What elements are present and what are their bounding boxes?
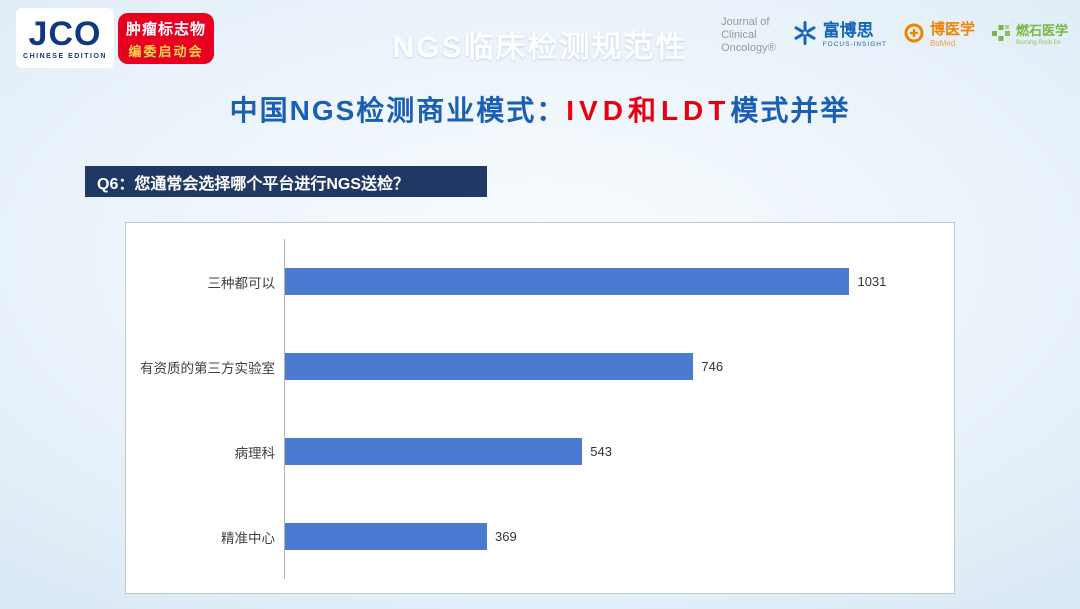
subtitle-suffix: 模式并举	[730, 95, 851, 126]
chart-row: 精准中心 369	[126, 494, 942, 579]
subtitle-prefix: 中国NGS检测商业模式：	[229, 95, 567, 126]
event-badge: 肿瘤标志物 编委启动会	[118, 13, 214, 64]
chart-bar	[285, 523, 488, 550]
jco-logo: JCO CHINESE EDITION	[16, 8, 114, 68]
bar-value-label: 543	[590, 444, 612, 459]
question-banner: Q6： 您通常会选择哪个平台进行NGS送检？	[85, 166, 487, 197]
chart-bar	[285, 268, 850, 295]
jco-logo-subtext: CHINESE EDITION	[23, 52, 107, 60]
bar-value-label: 746	[701, 359, 724, 374]
chart-bar	[285, 438, 583, 465]
jco-journal-logo: Journal of Clinical Oncology®	[721, 16, 776, 55]
chart-row: 病理科 543	[126, 409, 942, 494]
burning-rock-name: 燃石医学	[1015, 23, 1068, 39]
focus-insight-name: 富博思	[822, 21, 874, 41]
burning-rock-logo: 燃石医学 Burning Rock Dx	[991, 23, 1068, 48]
bar-value-label: 1031	[857, 274, 887, 289]
chart-row: 有资质的第三方实验室 746	[126, 324, 942, 409]
survey-bar-chart: 三种都可以 1031 有资质的第三方实验室 746 病理科 543	[125, 222, 955, 594]
category-label: 三种都可以	[207, 275, 276, 291]
page-title: NGS临床检测规范性	[392, 31, 688, 64]
journal-line1: Journal of	[721, 16, 770, 28]
focus-insight-tagline: FOCUS-INSIGHT	[822, 40, 887, 48]
category-label: 精准中心	[221, 530, 275, 546]
jco-logo-text: JCO	[28, 14, 102, 53]
bomed-logo: 博医学 BoMed	[903, 22, 975, 49]
plot-area: 1031	[284, 239, 942, 324]
chart-bar	[285, 353, 694, 380]
subtitle-highlight: IVD和LDT	[566, 95, 731, 126]
event-badge-line2: 编委启动会	[128, 43, 204, 59]
journal-line2: Clinical	[721, 28, 757, 41]
bar-value-label: 369	[495, 529, 517, 544]
chart-rows: 三种都可以 1031 有资质的第三方实验室 746 病理科 543	[126, 239, 942, 579]
bomed-tagline: BoMed	[929, 39, 956, 49]
focus-insight-star-icon	[792, 20, 818, 51]
chart-row: 三种都可以 1031	[126, 239, 942, 324]
plot-area: 543	[284, 409, 942, 494]
plot-area: 369	[284, 494, 942, 579]
slide-subtitle: 中国NGS检测商业模式：IVD和LDT模式并举	[0, 89, 1080, 129]
bomed-circle-icon	[903, 22, 925, 49]
question-text: 您通常会选择哪个平台进行NGS送检？	[134, 175, 410, 193]
category-label: 病理科	[234, 445, 276, 461]
partner-logos: Journal of Clinical Oncology® 富博思 FOCUS-…	[721, 16, 1068, 55]
plot-area: 746	[284, 324, 942, 409]
bomed-name: 博医学	[929, 21, 975, 39]
journal-line3: Oncology®	[721, 41, 776, 54]
question-number: Q6：	[97, 175, 135, 193]
event-badge-line1: 肿瘤标志物	[125, 20, 206, 38]
category-label: 有资质的第三方实验室	[140, 360, 275, 376]
burning-rock-squares-icon	[991, 23, 1011, 48]
focus-insight-logo: 富博思 FOCUS-INSIGHT	[792, 20, 887, 51]
burning-rock-tagline: Burning Rock Dx	[1015, 40, 1062, 47]
